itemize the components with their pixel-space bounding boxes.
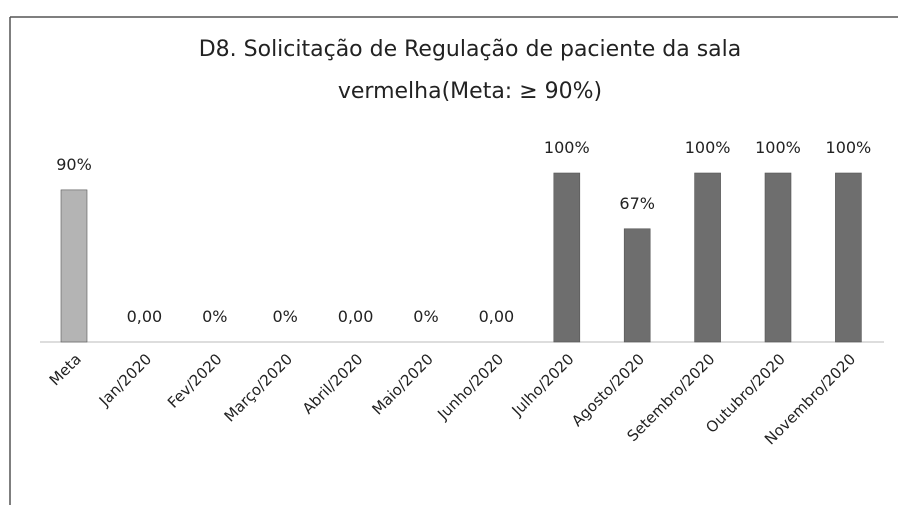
x-tick-label: Julho/2020 [508, 350, 578, 420]
x-tick-label: Junho/2020 [433, 350, 507, 424]
bar [60, 189, 88, 343]
value-label: 100% [685, 138, 731, 157]
value-label: 0,00 [127, 307, 163, 326]
value-label: 100% [544, 138, 590, 157]
x-tick-label: Março/2020 [221, 350, 296, 425]
x-tick-label: Abril/2020 [299, 350, 367, 418]
x-tick-label: Maio/2020 [368, 350, 436, 418]
x-tick-label: Meta [46, 350, 85, 389]
bar [835, 172, 862, 343]
bar [553, 172, 581, 343]
x-tick-label: Fev/2020 [164, 350, 226, 412]
value-label: 0,00 [479, 307, 515, 326]
chart-title: D8. Solicitação de Regulação de paciente… [199, 37, 742, 62]
value-label: 90% [56, 155, 92, 174]
x-tick-label: Agosto/2020 [568, 350, 648, 430]
value-label: 0% [202, 307, 227, 326]
value-label: 100% [826, 138, 872, 157]
value-label: 0% [273, 307, 298, 326]
bar [623, 228, 651, 343]
bar [694, 172, 721, 343]
chart-title: vermelha(Meta: ≥ 90%) [338, 79, 602, 104]
x-tick-label: Jan/2020 [95, 350, 155, 410]
value-label: 100% [755, 138, 801, 157]
value-label: 67% [619, 194, 655, 213]
value-label: 0,00 [338, 307, 374, 326]
value-label: 0% [413, 307, 438, 326]
bar [764, 172, 792, 343]
